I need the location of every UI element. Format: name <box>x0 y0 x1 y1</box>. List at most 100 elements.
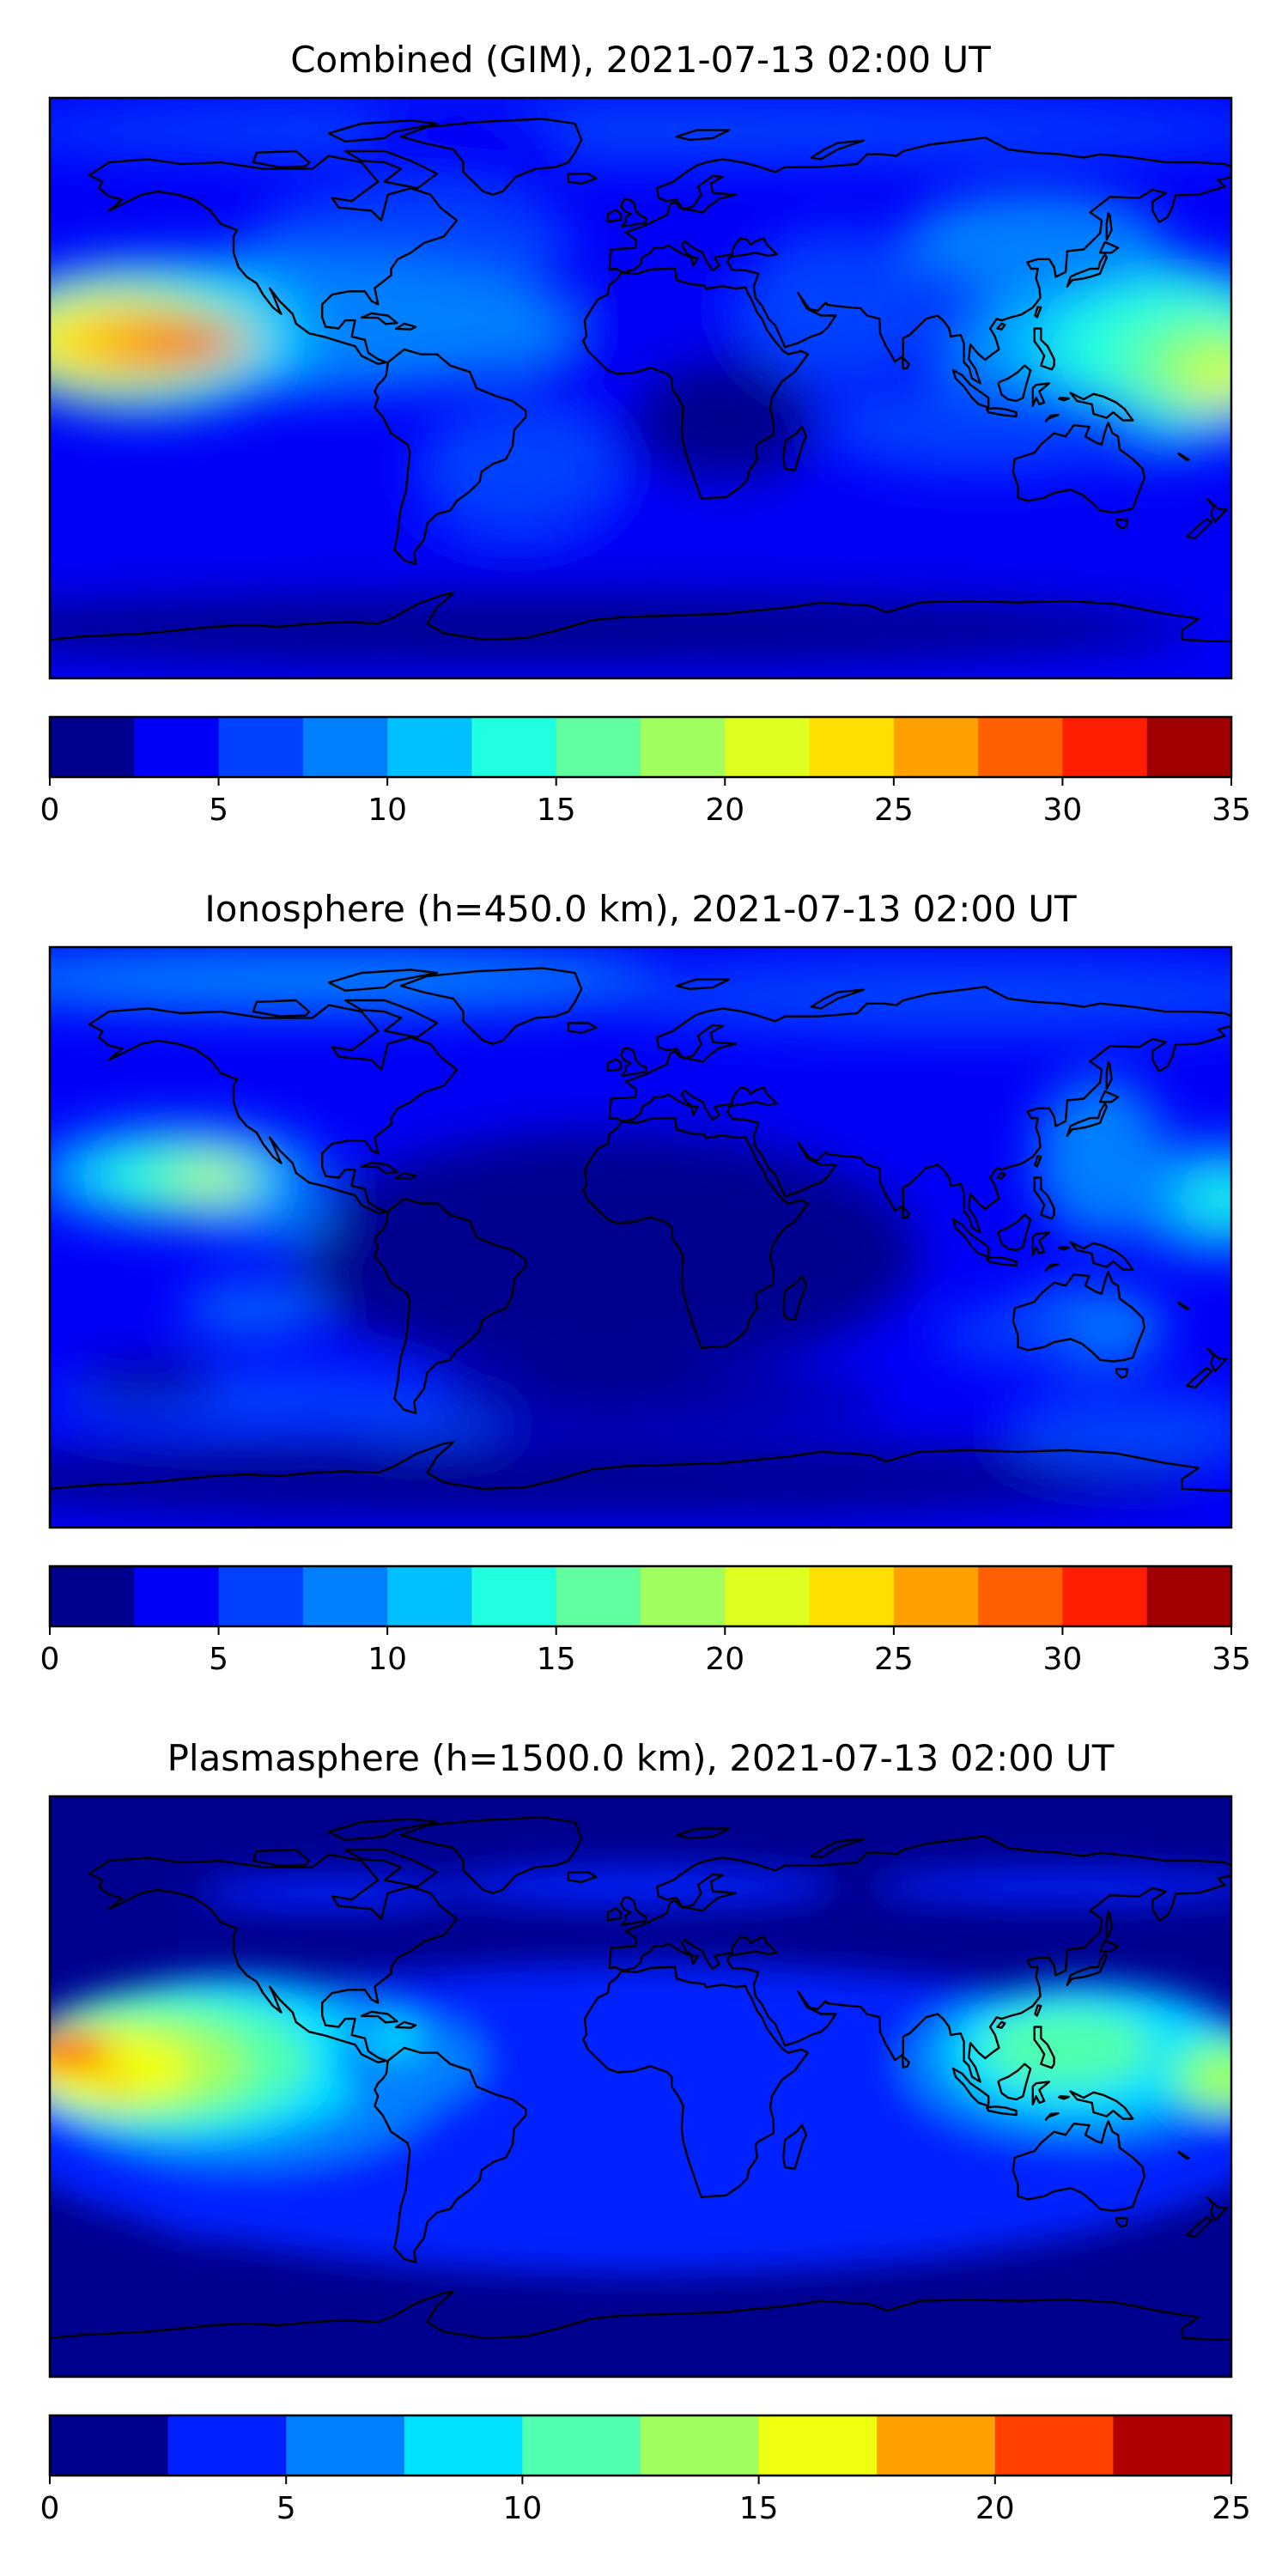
contour-region <box>50 536 1231 595</box>
field-contours <box>50 947 1231 1518</box>
coastline <box>360 2010 398 2024</box>
colorbar-ionosphere: 0 5 10 15 20 25 30 35 <box>40 1564 1251 1677</box>
coastline <box>88 155 459 365</box>
colorbar-tick-label: 30 <box>1043 793 1083 828</box>
colorbar-segment <box>641 717 726 777</box>
tec-field-ionosphere <box>50 947 1231 1528</box>
colorbar-segment <box>1062 717 1148 777</box>
colorbar-segment <box>471 1566 557 1626</box>
coastline <box>581 267 810 500</box>
field-contours <box>50 1867 1231 2274</box>
colorbar-tick-label: 35 <box>1212 1642 1251 1677</box>
coastline <box>1206 2196 1228 2222</box>
coastline <box>1066 252 1109 288</box>
colorbar-tick-label: 15 <box>537 1642 576 1677</box>
coastline <box>1115 1367 1129 1379</box>
map-combined-gim <box>50 98 1231 678</box>
coastline <box>810 1838 866 1859</box>
colorbar-segment <box>218 717 304 777</box>
map-plasmasphere <box>50 1796 1231 2377</box>
colorbar-tick-label: 20 <box>705 793 744 828</box>
coastline <box>1044 414 1060 422</box>
coastline <box>1186 1366 1213 1389</box>
colorbar-tick-label: 10 <box>368 1642 407 1677</box>
coastline <box>1033 327 1055 371</box>
coastline <box>399 1816 583 1894</box>
panel-3-title: Plasmasphere (h=1500.0 km), 2021-07-13 0… <box>167 1737 1115 1779</box>
coastline <box>1031 382 1051 407</box>
colorbar-frame <box>48 2414 1233 2477</box>
colorbar-segment <box>556 1566 641 1626</box>
colorbar-tick-label: 5 <box>209 1642 228 1677</box>
coastline <box>395 322 417 331</box>
coastline <box>1058 2095 1071 2100</box>
coastline <box>395 1171 417 1180</box>
coastline <box>608 1834 1231 2083</box>
coastline <box>88 1853 459 2064</box>
tec-field-combined <box>50 98 1231 678</box>
coastlines-ionosphere <box>50 967 1231 1528</box>
contour-region <box>902 191 1166 295</box>
colorbar-segment <box>877 2415 996 2476</box>
colorbar-tick-label: 0 <box>40 793 60 828</box>
coastline <box>951 1218 990 1258</box>
coastline <box>343 999 439 1039</box>
map-ionosphere <box>50 947 1231 1528</box>
colorbar-segment <box>758 2415 878 2476</box>
coastline <box>581 1965 810 2199</box>
colorbar-tick-label: 25 <box>874 793 914 828</box>
coastline <box>1105 1910 1113 1940</box>
coastline <box>252 1848 311 1867</box>
contour-region <box>417 404 615 533</box>
coastline <box>1031 1231 1051 1256</box>
coastline <box>50 2290 1231 2377</box>
colorbar-segment <box>556 717 641 777</box>
colorbar-segment <box>522 2415 641 2476</box>
colorbar-segment <box>809 1566 895 1626</box>
map-frame-combined <box>48 96 1233 680</box>
coastline <box>1066 1102 1109 1137</box>
colorbar-tick-label: 35 <box>1212 793 1251 828</box>
map-frame-ionosphere <box>48 945 1233 1529</box>
coastline <box>1034 306 1042 319</box>
contour-region <box>630 355 815 485</box>
colorbar-segment <box>978 717 1064 777</box>
colorbar-tick-label: 20 <box>705 1642 744 1677</box>
coastline <box>997 364 1032 403</box>
contour-region <box>1001 1392 1231 1470</box>
coastline <box>675 978 731 991</box>
colorbar-tick-label: 15 <box>537 793 576 828</box>
coastline <box>675 129 731 142</box>
contour-region <box>345 1408 510 1441</box>
contour-region <box>50 587 1199 665</box>
colorbar-segment <box>302 717 388 777</box>
coastline <box>1177 1301 1190 1310</box>
panel-combined-gim: Combined (GIM), 2021-07-13 02:00 UT 0 5 10… <box>40 39 1251 828</box>
colorbar-segment <box>134 1566 220 1626</box>
contour-region <box>981 2008 1153 2087</box>
coastline <box>1177 2150 1190 2160</box>
coastline <box>567 1022 598 1035</box>
coastline <box>1069 2090 1134 2120</box>
colorbar-tick-label: 25 <box>1212 2491 1251 2526</box>
coastline <box>901 1206 910 1219</box>
coastline <box>901 356 910 370</box>
coastline <box>951 368 990 409</box>
coastline <box>901 2055 910 2069</box>
coastline <box>985 2105 1018 2117</box>
coastline <box>252 999 311 1018</box>
coastlines-combined <box>50 118 1231 678</box>
colorbar-segment <box>167 2415 287 2476</box>
colorbar-segment <box>218 1566 304 1626</box>
coastline <box>1031 2081 1051 2105</box>
coastline <box>1186 2215 1213 2239</box>
colorbar-segment <box>978 1566 1064 1626</box>
coastline <box>1034 1155 1042 1168</box>
colorbar-segment <box>994 2415 1114 2476</box>
coastline <box>997 2063 1032 2101</box>
coastline <box>606 1907 623 1922</box>
colorbar-combined: 0 5 10 15 20 25 30 35 <box>40 715 1251 828</box>
coastline <box>395 2020 417 2029</box>
coastline <box>997 1213 1032 1252</box>
tec-field-plasmasphere <box>50 1796 1231 2377</box>
